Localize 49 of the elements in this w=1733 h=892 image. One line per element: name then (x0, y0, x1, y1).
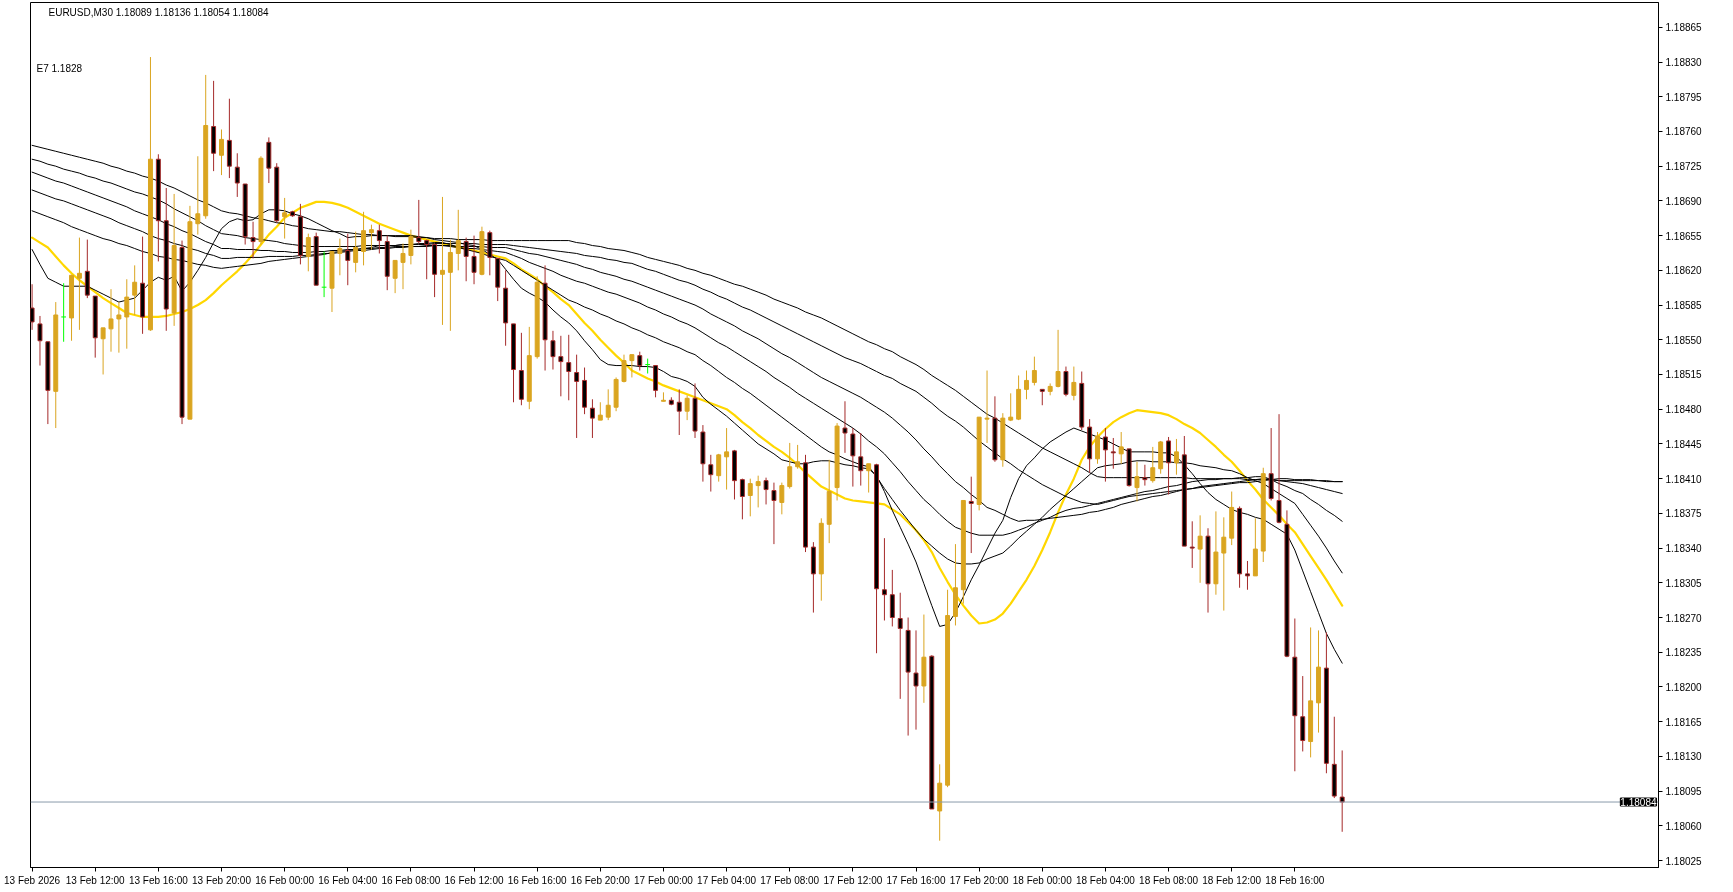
y-tick-label: 1.18270 (1665, 612, 1703, 624)
x-tick-label: 16 Feb 20:00 (570, 874, 631, 886)
x-tick-label: 18 Feb 12:00 (1202, 874, 1262, 886)
x-tick-label: 13 Feb 2026 (4, 874, 61, 886)
y-tick-label: 1.18200 (1665, 681, 1703, 693)
y-tick-label: 1.18760 (1665, 126, 1703, 138)
x-tick-label: 17 Feb 16:00 (886, 874, 946, 886)
annotation: E7 1.1828 (36, 63, 83, 74)
y-tick-label: 1.18725 (1665, 161, 1703, 173)
x-tick-label: 16 Feb 00:00 (255, 874, 315, 886)
y-tick-label: 1.18690 (1665, 195, 1703, 207)
x-tick-label: 17 Feb 04:00 (697, 874, 757, 886)
x-tick-label: 17 Feb 20:00 (949, 874, 1010, 886)
y-tick-label: 1.18795 (1665, 91, 1703, 103)
y-tick-label: 1.18445 (1665, 438, 1703, 450)
x-tick-label: 18 Feb 04:00 (1075, 874, 1136, 886)
x-tick-label: 13 Feb 12:00 (65, 874, 126, 886)
x-tick-label: 16 Feb 16:00 (507, 874, 568, 886)
x-tick-label: 17 Feb 12:00 (823, 874, 883, 886)
y-tick-label: 1.18410 (1665, 473, 1703, 485)
y-tick-label: 1.18095 (1665, 786, 1703, 798)
y-tick-label: 1.18655 (1665, 230, 1703, 242)
y-tick-label: 1.18865 (1665, 22, 1703, 34)
y-tick-label: 1.18165 (1665, 716, 1703, 728)
x-tick-label: 16 Feb 12:00 (444, 874, 504, 886)
x-tick-label: 13 Feb 16:00 (128, 874, 189, 886)
x-tick-label: 16 Feb 04:00 (318, 874, 378, 886)
x-tick-label: 17 Feb 08:00 (760, 874, 820, 886)
y-tick-label: 1.18480 (1665, 404, 1703, 416)
y-tick-label: 1.18830 (1665, 57, 1703, 69)
y-tick-label: 1.18130 (1665, 751, 1703, 763)
y-tick-label: 1.18620 (1665, 265, 1703, 277)
ref-line-label: 1.18084 (1620, 797, 1657, 809)
x-tick-label: 17 Feb 00:00 (633, 874, 694, 886)
y-tick-label: 1.18305 (1665, 577, 1703, 589)
x-tick-label: 18 Feb 16:00 (1265, 874, 1325, 886)
x-tick-label: 16 Feb 08:00 (381, 874, 441, 886)
y-tick-label: 1.18060 (1665, 820, 1703, 832)
y-tick-label: 1.18515 (1665, 369, 1703, 381)
y-tick-label: 1.18585 (1665, 300, 1703, 312)
x-tick-label: 18 Feb 08:00 (1139, 874, 1199, 886)
y-tick-label: 1.18375 (1665, 508, 1703, 520)
y-tick-label: 1.18025 (1665, 855, 1703, 867)
chart-title: EURUSD,M30 1.18089 1.18136 1.18054 1.18084 (48, 6, 270, 18)
y-tick-label: 1.18550 (1665, 334, 1703, 346)
y-tick-label: 1.18340 (1665, 543, 1703, 555)
x-tick-label: 13 Feb 20:00 (192, 874, 252, 886)
y-tick-label: 1.18235 (1665, 647, 1703, 659)
x-tick-label: 18 Feb 00:00 (1012, 874, 1073, 886)
